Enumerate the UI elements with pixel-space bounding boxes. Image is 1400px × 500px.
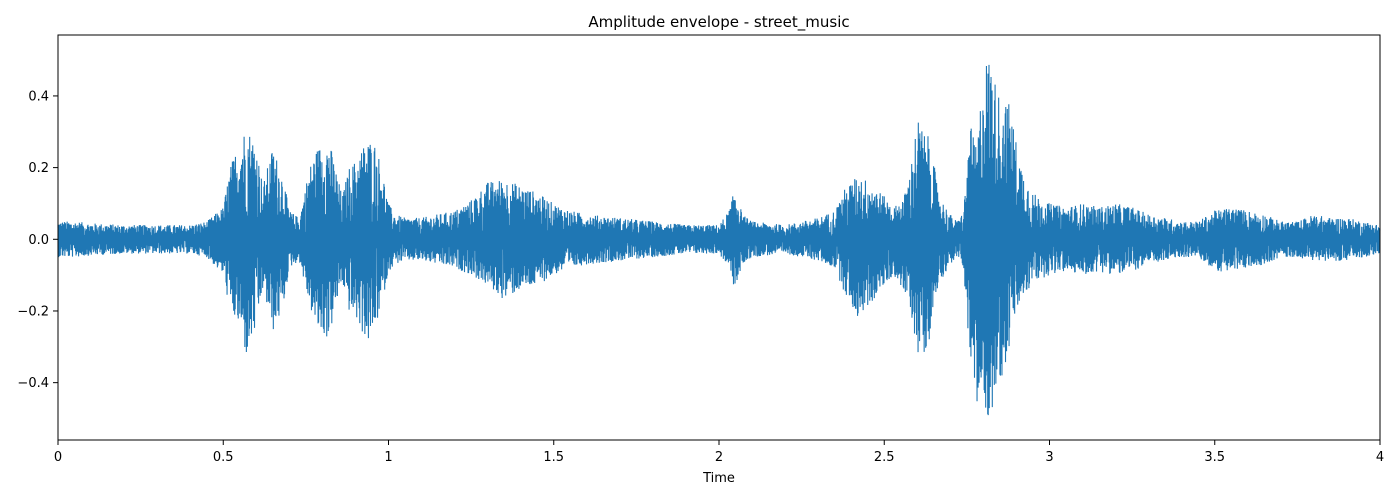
y-tick-label: 0.2 — [28, 161, 49, 176]
x-axis: 0 0.5 1 1.5 2 2.5 3 3.5 4 — [54, 440, 1384, 465]
plot-area — [57, 64, 1381, 416]
y-axis: −0.4 −0.2 0.0 0.2 0.4 — [17, 89, 58, 391]
x-tick-label: 3.5 — [1204, 450, 1225, 465]
x-tick-label: 0 — [54, 450, 62, 465]
x-tick-label: 4 — [1376, 450, 1384, 465]
x-tick-label: 1.5 — [543, 450, 564, 465]
x-tick-label: 2.5 — [874, 450, 895, 465]
x-tick-label: 0.5 — [213, 450, 234, 465]
x-tick-label: 3 — [1045, 450, 1053, 465]
x-axis-label: Time — [702, 471, 735, 486]
x-tick-label: 2 — [715, 450, 723, 465]
x-tick-label: 1 — [384, 450, 392, 465]
y-tick-label: −0.4 — [17, 376, 49, 391]
y-tick-label: 0.0 — [28, 233, 49, 248]
waveform-series — [57, 64, 1381, 416]
y-tick-label: 0.4 — [28, 89, 49, 104]
chart-title: Amplitude envelope - street_music — [588, 13, 849, 32]
y-tick-label: −0.2 — [17, 304, 49, 319]
